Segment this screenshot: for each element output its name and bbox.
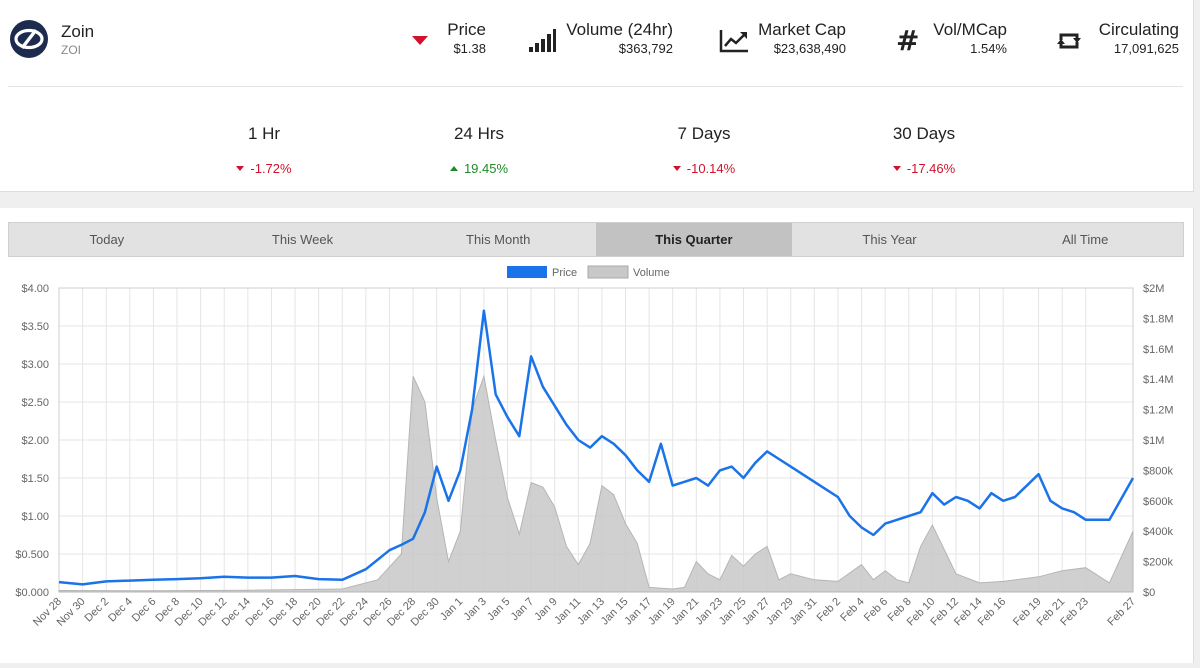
y-right-tick-label: $2M [1143, 283, 1164, 295]
change-24hr: 24 Hrs 19.45% [379, 124, 579, 176]
y-left-tick-label: $4.00 [21, 283, 49, 295]
change-7d-label: 7 Days [677, 124, 731, 143]
circulating-stat: Circulating 17,091,625 [1099, 20, 1179, 56]
y-left-tick-label: $3.50 [21, 321, 49, 333]
vol-mcap-stat: Vol/MCap 1.54% [933, 20, 1007, 56]
y-left-tick-label: $0.000 [15, 587, 49, 599]
y-right-tick-label: $1.2M [1143, 405, 1174, 417]
price-label: Price [447, 20, 486, 39]
down-arrow-icon [672, 166, 681, 172]
circulating-value: 17,091,625 [1113, 41, 1179, 56]
vol-mcap-label: Vol/MCap [933, 20, 1007, 39]
change-7d-value: -10.14% [686, 161, 736, 176]
y-left-tick-label: $2.50 [21, 397, 49, 409]
x-tick-label: Feb 4 [838, 596, 866, 624]
x-tick-label: Dec 4 [106, 596, 135, 625]
price-down-arrow-icon [412, 36, 428, 45]
change-7d: 7 Days -10.14% [604, 124, 804, 176]
vol-mcap-value: 1.54% [970, 41, 1007, 56]
x-tick-label: Feb 6 [862, 596, 890, 624]
y-right-tick-label: $200k [1143, 557, 1173, 569]
y-right-tick-label: $600k [1143, 496, 1173, 508]
price-value: $1.38 [453, 41, 486, 56]
x-tick-label: Jan 3 [461, 596, 489, 624]
tab-today[interactable]: Today [89, 232, 125, 247]
time-range-tabs: Today This Week This Month This Quarter … [8, 222, 1184, 257]
market-cap-stat: Market Cap $23,638,490 [758, 20, 846, 56]
change-24hr-value: 19.45% [463, 161, 509, 176]
legend-price-label: Price [552, 267, 577, 279]
y-right-tick-label: $1.6M [1143, 344, 1174, 356]
x-tick-label: Feb 2 [815, 596, 843, 624]
change-1hr-value: -1.72% [250, 161, 292, 176]
y-right-tick-label: $1.8M [1143, 313, 1174, 325]
market-cap-label: Market Cap [758, 20, 846, 39]
y-left-tick-label: $2.00 [21, 435, 49, 447]
price-chart-card: Today This Week This Month This Quarter … [0, 208, 1194, 663]
tab-this-month[interactable]: This Month [466, 232, 531, 247]
y-right-tick-label: $0 [1143, 587, 1155, 599]
tab-this-year[interactable]: This Year [862, 232, 917, 247]
legend-volume-label: Volume [633, 267, 670, 279]
price-volume-chart: $0.000 $0.500 $1.00 $1.50 $2.00 $2.50 $3.00 $3.… [15, 265, 1174, 629]
price-stat: Price $1.38 [447, 20, 486, 56]
change-30d-label: 30 Days [892, 124, 956, 143]
x-tick-label: Jan 7 [509, 596, 537, 624]
retweet-cycle-icon [1057, 33, 1081, 49]
volume-value: $363,792 [618, 41, 673, 56]
change-30d: 30 Days -17.46% [824, 124, 1024, 176]
change-1hr-label: 1 Hr [247, 124, 281, 143]
volume-label: Volume (24hr) [566, 20, 673, 39]
stats-divider [8, 86, 1183, 87]
y-left-tick-label: $0.500 [15, 549, 49, 561]
x-tick-label: Feb 27 [1105, 596, 1138, 629]
tab-this-quarter[interactable]: This Quarter [596, 223, 792, 256]
change-30d-value: -17.46% [906, 161, 956, 176]
market-cap-value: $23,638,490 [773, 41, 846, 56]
legend-price-swatch [507, 266, 547, 278]
coin-summary-card: Zoin ZOI Price $1.38 Volume (24hr) $363,… [0, 0, 1194, 192]
legend-volume-swatch [587, 265, 629, 279]
tab-this-week[interactable]: This Week [271, 232, 334, 247]
coin-name: Zoin [61, 22, 95, 41]
volume-stat: Volume (24hr) $363,792 [566, 20, 673, 56]
y-right-tick-label: $800k [1143, 465, 1173, 477]
y-left-tick-label: $1.50 [21, 473, 49, 485]
change-1hr: 1 Hr -1.72% [164, 124, 364, 176]
x-tick-label: Dec 6 [130, 596, 159, 625]
signal-bars-icon [529, 29, 556, 52]
x-tick-label: Jan 31 [788, 596, 820, 628]
y-left-tick-label: $3.00 [21, 359, 49, 371]
circulating-label: Circulating [1098, 20, 1179, 39]
change-24hr-label: 24 Hrs [453, 124, 505, 143]
x-tick-label: Jan 1 [438, 596, 466, 624]
up-arrow-icon [449, 166, 458, 172]
y-right-tick-label: $1.4M [1143, 374, 1174, 386]
coin-symbol: ZOI [61, 43, 81, 57]
x-tick-label: Jan 5 [485, 596, 513, 624]
down-arrow-icon [892, 166, 901, 172]
y-right-tick-label: $400k [1143, 526, 1173, 538]
x-tick-label: Dec 2 [83, 596, 112, 625]
trend-chart-icon [719, 30, 748, 53]
zoin-logo-icon [10, 20, 48, 58]
tab-all-time[interactable]: All Time [1062, 232, 1109, 247]
price-line [58, 309, 1135, 586]
down-arrow-icon [236, 166, 245, 172]
hash-icon: # [896, 24, 920, 57]
y-right-tick-label: $1M [1143, 435, 1164, 447]
y-left-tick-label: $1.00 [21, 511, 49, 523]
volume-area [58, 374, 1134, 593]
